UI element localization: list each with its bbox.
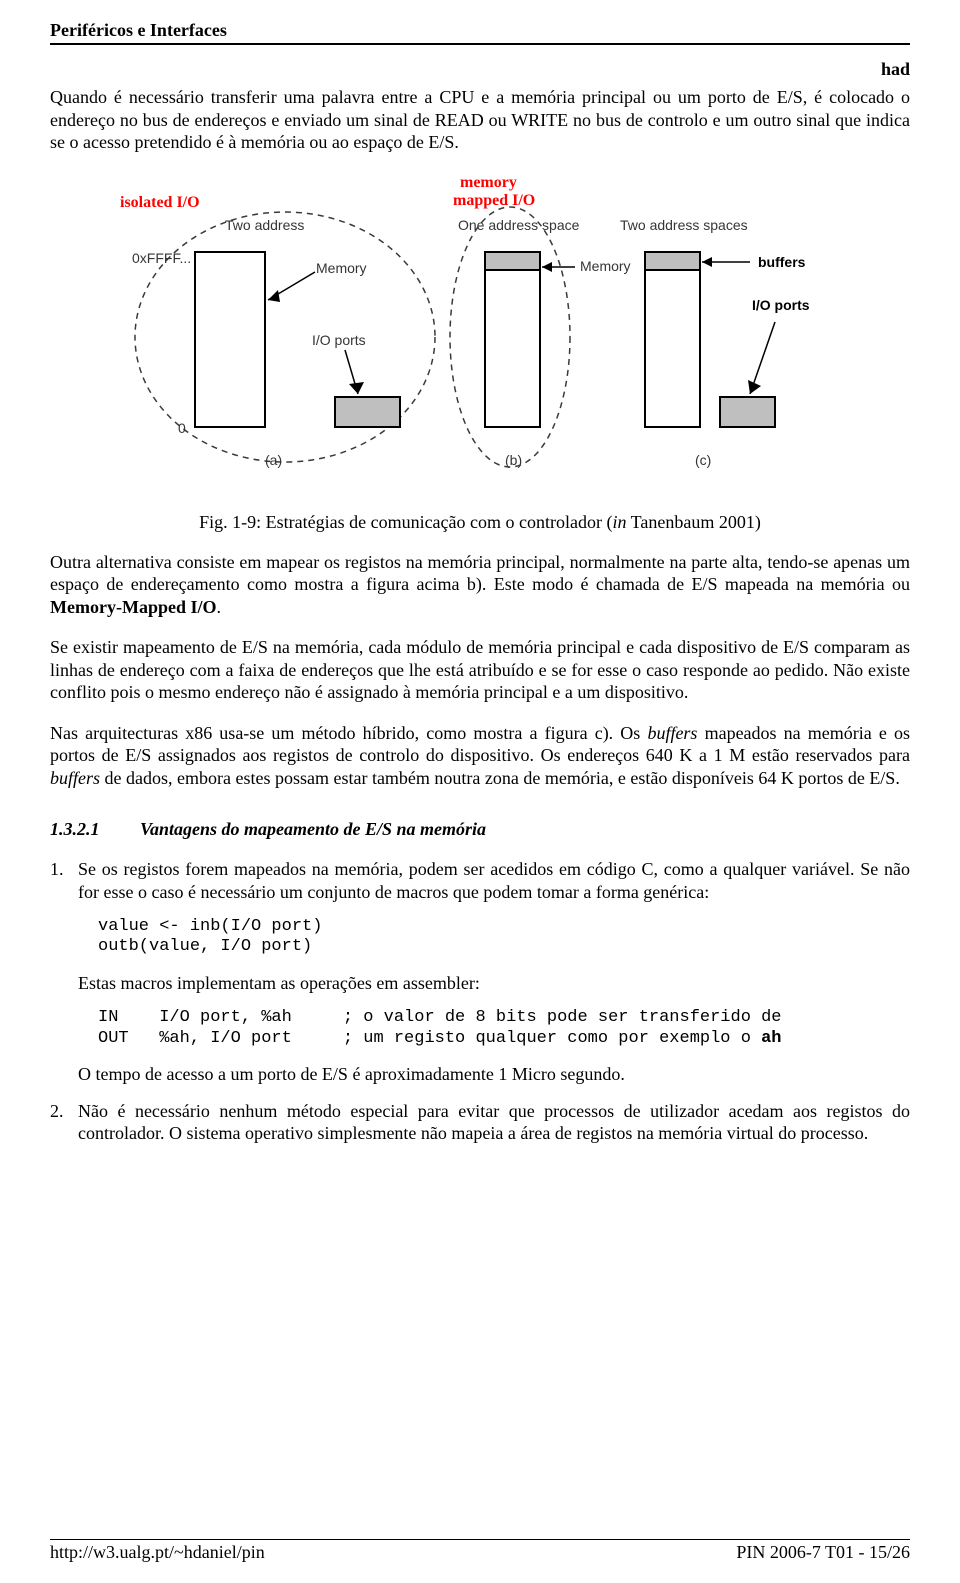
p2-b: . — [216, 597, 221, 617]
list-item-2: 2. Não é necessário nenhum método especi… — [50, 1100, 910, 1145]
section-name: Vantagens do mapeamento de E/S na memóri… — [140, 819, 486, 839]
label-io-ports-blurry: I/O ports — [312, 332, 366, 348]
code-block-1: value <- inb(I/O port) outb(value, I/O p… — [98, 917, 910, 958]
p2-a: Outra alternativa consiste em mapear os … — [50, 552, 910, 595]
label-memory-arrow: Memory — [316, 260, 367, 276]
figure-caption-a: Fig. 1-9: Estratégias de comunicação com… — [199, 512, 612, 532]
label-a: (a) — [265, 452, 282, 468]
section-heading: 1.3.2.1Vantagens do mapeamento de E/S na… — [50, 819, 910, 840]
p4-a: Nas arquitecturas x86 usa-se um método h… — [50, 723, 647, 743]
label-two-address: Two address — [225, 217, 304, 233]
p2-bold: Memory-Mapped I/O — [50, 597, 216, 617]
footer-right-a: PIN 2006-7 T01 - 15/ — [736, 1542, 892, 1562]
figure-caption-i: in — [612, 512, 626, 532]
list-item-1: 1. Se os registos forem mapeados na memó… — [50, 858, 910, 903]
paragraph-3: Se existir mapeamento de E/S na memória,… — [50, 636, 910, 704]
label-oxffff: 0xFFFF... — [132, 250, 191, 266]
label-b: (b) — [505, 452, 522, 468]
paragraph-2: Outra alternativa consiste em mapear os … — [50, 551, 910, 619]
page-footer: http://w3.ualg.pt/~hdaniel/pin PIN 2006-… — [50, 1539, 910, 1563]
list-body-1: Se os registos forem mapeados na memória… — [78, 858, 910, 903]
code2-l1: IN I/O port, %ah ; o valor de 8 bits pod… — [98, 1008, 782, 1027]
label-io-ports: I/O ports — [752, 297, 810, 313]
code2-l2a: OUT %ah, I/O port ; um registo qualquer … — [98, 1029, 761, 1048]
code2-l2b: ah — [761, 1029, 781, 1048]
footer-right: PIN 2006-7 T01 - 15/26 — [736, 1542, 910, 1563]
figure-diagram: isolated I/O memory mapped I/O Two addre… — [120, 172, 840, 502]
list-body-2: Não é necessário nenhum método especial … — [78, 1100, 910, 1145]
p4-i1: buffers — [647, 723, 697, 743]
label-one-address-space: One address space — [458, 217, 579, 233]
code-block-2: IN I/O port, %ah ; o valor de 8 bits pod… — [98, 1008, 910, 1049]
section-num: 1.3.2.1 — [50, 819, 140, 840]
list-num-1: 1. — [50, 858, 78, 903]
list-1-tail: O tempo de acesso a um porto de E/S é ap… — [78, 1063, 910, 1086]
p4-c: de dados, embora estes possam estar tamb… — [100, 768, 900, 788]
list-1-mid: Estas macros implementam as operações em… — [78, 972, 910, 995]
p4-i2: buffers — [50, 768, 100, 788]
label-two-address-spaces: Two address spaces — [620, 217, 748, 233]
footer-right-b: 26 — [892, 1542, 910, 1562]
label-zero: 0 — [178, 420, 186, 436]
label-memory-mapped-line2: mapped I/O — [453, 192, 535, 210]
header-tail: had — [50, 59, 910, 80]
paragraph-1: Quando é necessário transferir uma palav… — [50, 86, 910, 154]
label-c: (c) — [695, 452, 711, 468]
label-buffers: buffers — [758, 254, 805, 270]
figure-caption: Fig. 1-9: Estratégias de comunicação com… — [50, 512, 910, 533]
list-num-2: 2. — [50, 1100, 78, 1145]
paragraph-4: Nas arquitecturas x86 usa-se um método h… — [50, 722, 910, 790]
label-memory-mapped-line1: memory — [460, 174, 517, 192]
page-header: Periféricos e Interfaces — [50, 20, 910, 45]
figure-caption-b: Tanenbaum 2001) — [627, 512, 761, 532]
label-isolated-io: isolated I/O — [120, 194, 200, 212]
footer-left: http://w3.ualg.pt/~hdaniel/pin — [50, 1542, 265, 1563]
label-b-memory: Memory — [580, 258, 631, 274]
